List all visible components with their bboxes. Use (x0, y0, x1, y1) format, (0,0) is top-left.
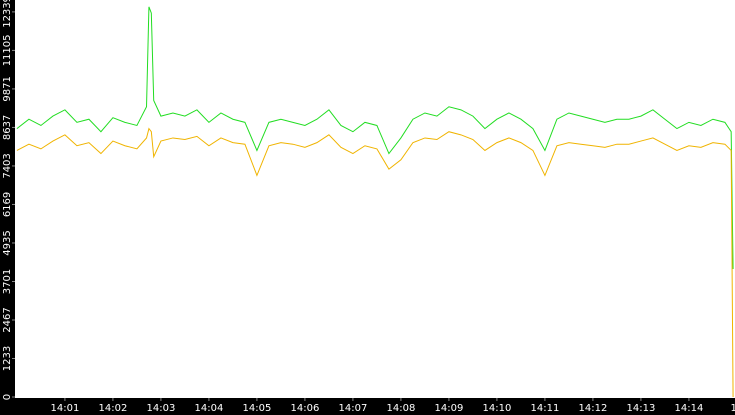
y-tick-label: 2467 (2, 307, 13, 332)
x-tick-label: 14:02 (99, 403, 128, 414)
x-tick-label: 14 (731, 403, 735, 414)
x-tick-label: 14:12 (579, 403, 608, 414)
y-tick-label: 11105 (2, 34, 13, 66)
y-tick-label: 4935 (2, 230, 13, 255)
y-tick-label: 3701 (2, 269, 13, 294)
x-tick-label: 14:08 (387, 403, 416, 414)
x-tick-label: 14:01 (51, 403, 80, 414)
y-tick-label: 8637 (2, 115, 13, 140)
series-line (16, 6, 734, 270)
y-axis-band (0, 0, 15, 415)
y-tick-label: 1233 (2, 346, 13, 371)
x-tick-label: 14:14 (675, 403, 704, 414)
y-tick-label: 9871 (2, 76, 13, 101)
y-tick-label: 6169 (2, 192, 13, 217)
x-tick-label: 14:09 (435, 403, 464, 414)
x-tick-label: 14:04 (195, 403, 224, 414)
y-tick-label: 7403 (2, 153, 13, 178)
x-axis-band (0, 398, 735, 415)
x-tick-label: 14:03 (147, 403, 176, 414)
x-tick-label: 14:05 (243, 403, 272, 414)
x-tick-label: 14:07 (339, 403, 368, 414)
y-tick-label: 12339 (2, 0, 13, 28)
series-line (16, 127, 734, 398)
x-tick-label: 14:13 (627, 403, 656, 414)
x-tick-label: 14:06 (291, 403, 320, 414)
x-tick-label: 14:11 (531, 403, 560, 414)
y-tick-label: 0 (2, 394, 13, 400)
x-tick-label: 14:10 (483, 403, 512, 414)
